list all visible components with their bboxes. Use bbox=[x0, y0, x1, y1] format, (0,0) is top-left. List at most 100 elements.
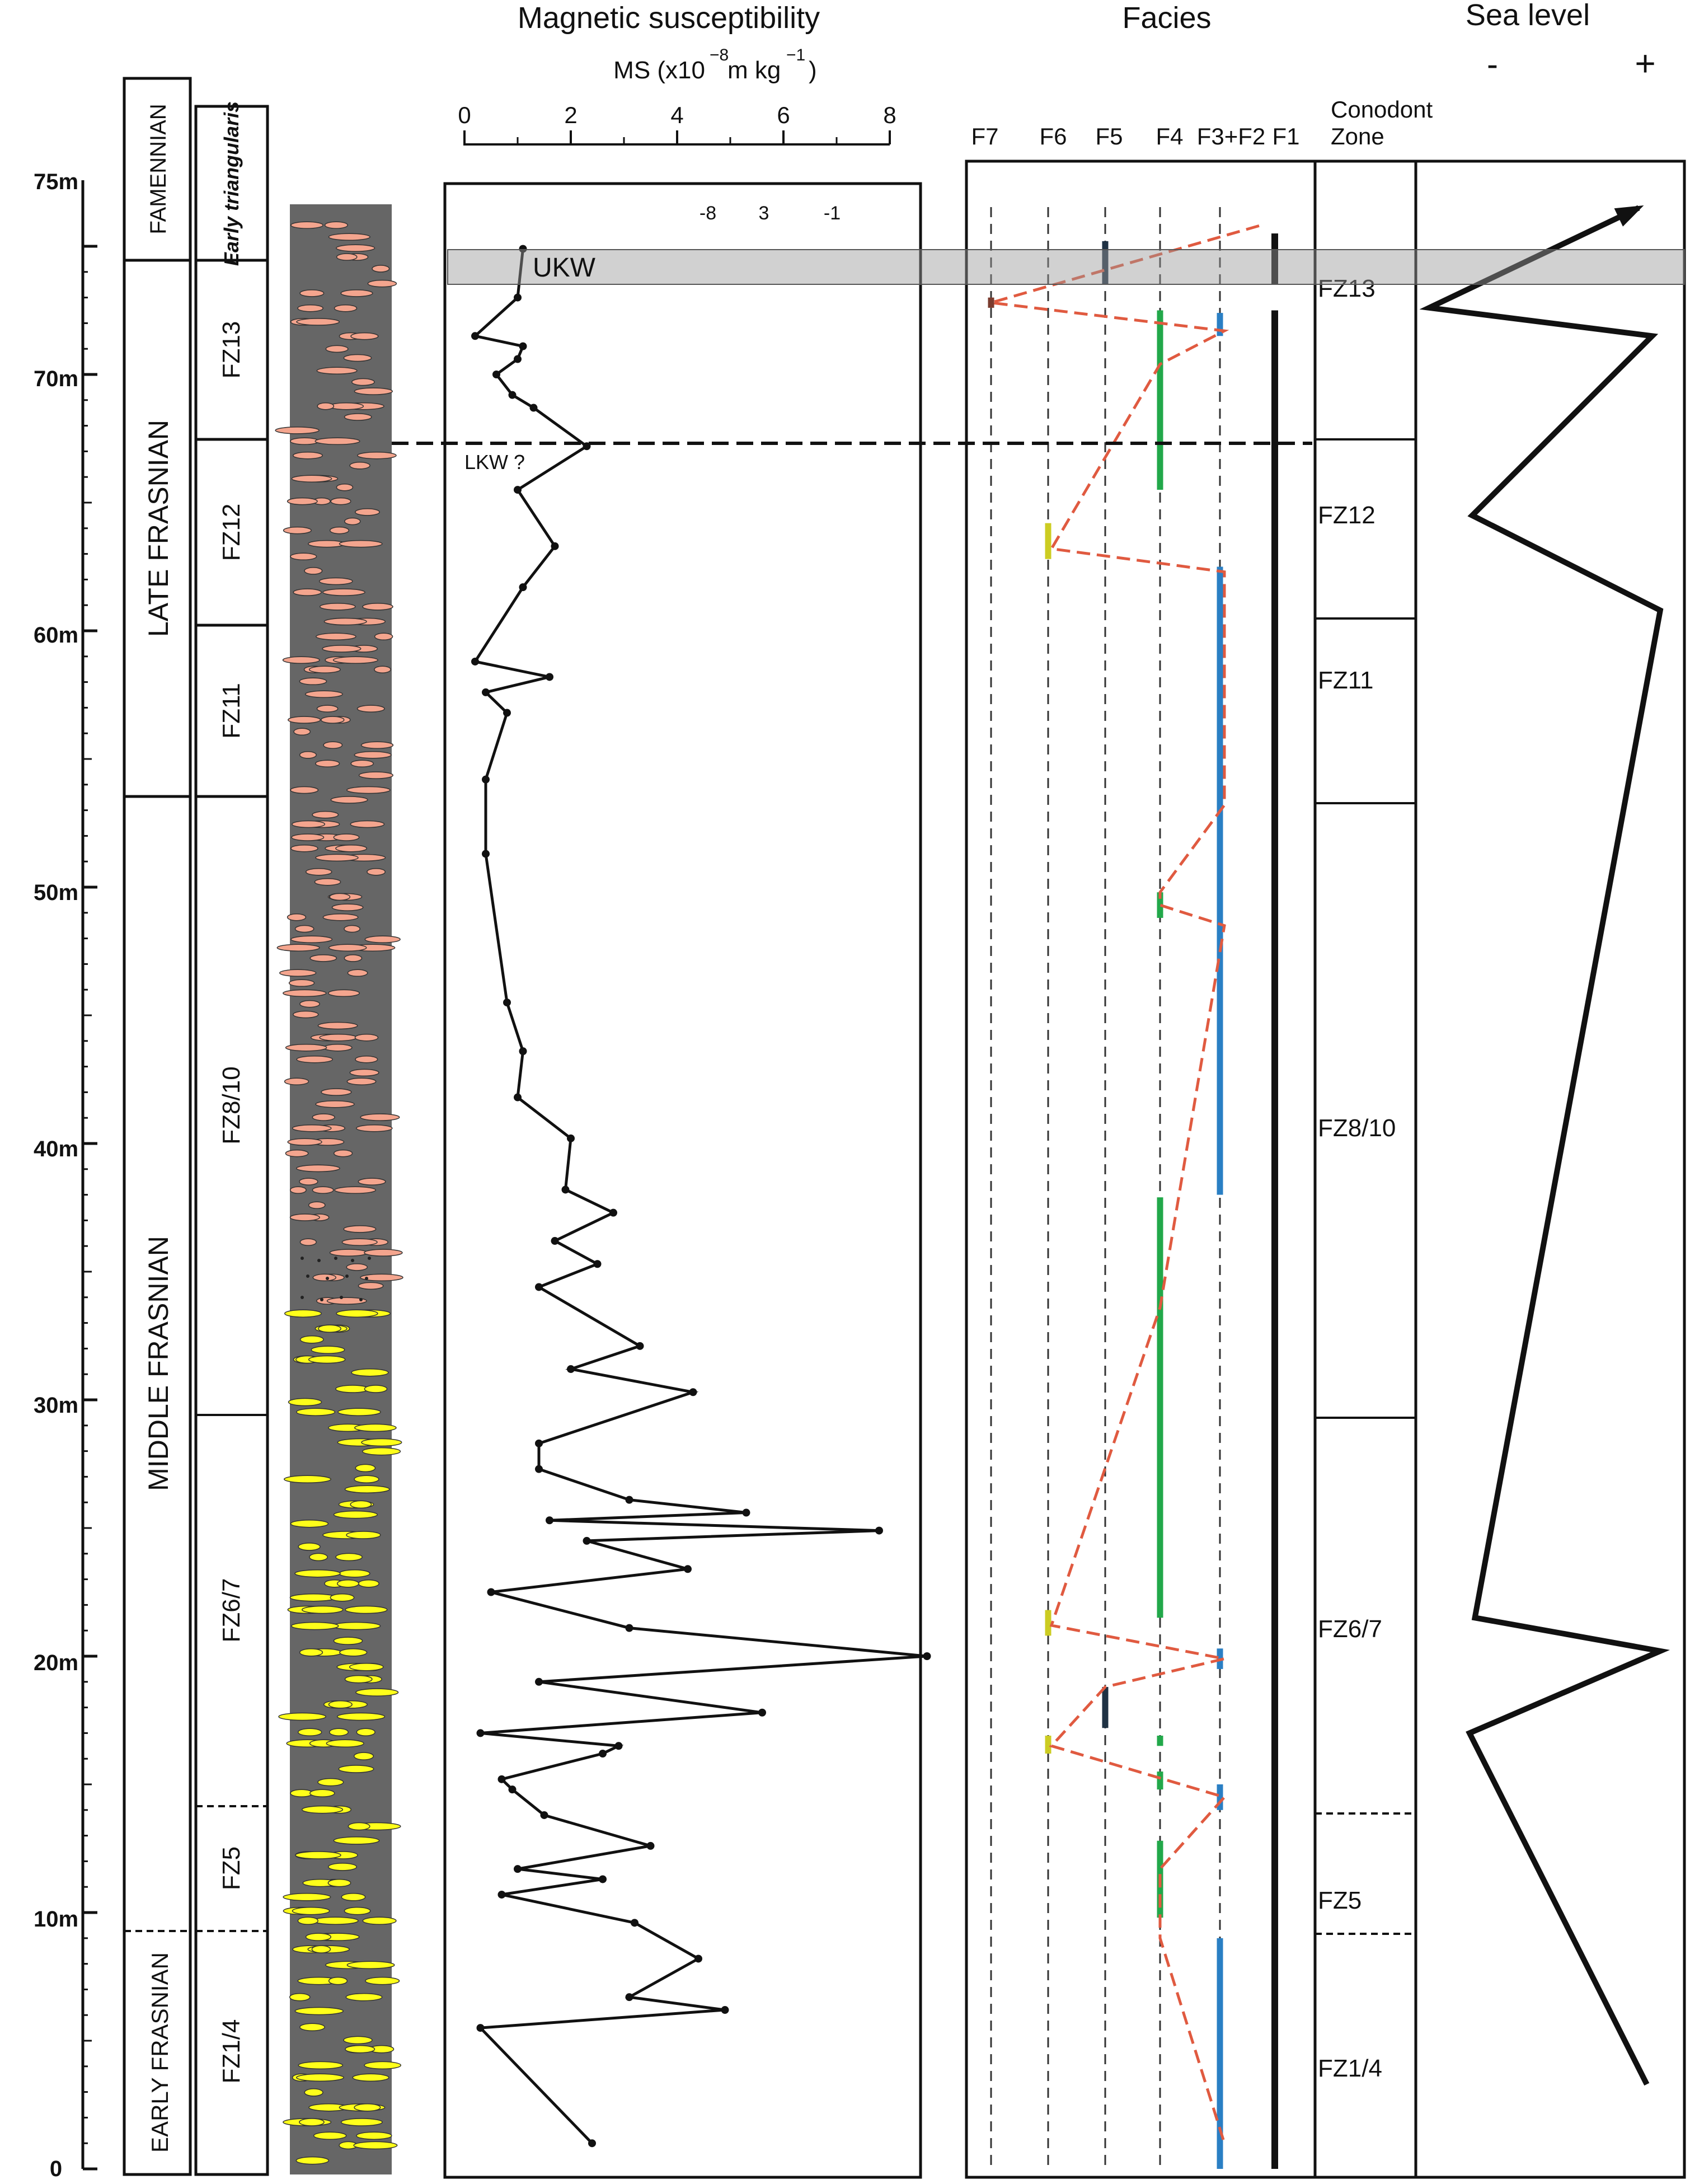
lithology-nodule bbox=[333, 1637, 363, 1645]
facies-bar-f3 bbox=[1217, 566, 1223, 1195]
facies-bar-f7 bbox=[988, 297, 994, 308]
conodont-zone-fz1-4: FZ1/4 bbox=[1318, 2055, 1382, 2082]
lithology-nodule bbox=[297, 1916, 318, 1925]
ms-inner-label: -8 bbox=[700, 203, 716, 224]
ms-data-point bbox=[583, 1536, 591, 1545]
lithology-nodule bbox=[305, 868, 332, 876]
lithology-nodule bbox=[323, 1043, 353, 1052]
lithology-nodule bbox=[353, 1752, 374, 1760]
lithology-nodule bbox=[335, 1553, 363, 1562]
lithology-nodule bbox=[309, 1553, 328, 1562]
lithology-nodule bbox=[339, 1648, 368, 1657]
ms-data-point bbox=[551, 1237, 559, 1245]
lithology-nodule bbox=[345, 2045, 375, 2054]
lithology-nodule bbox=[334, 1186, 377, 1194]
ms-data-point bbox=[471, 657, 479, 665]
lithology-nodule bbox=[287, 497, 318, 505]
facies-bar-f6 bbox=[1045, 1735, 1051, 1754]
ms-data-point bbox=[529, 404, 538, 412]
lithology-nodule bbox=[346, 1077, 377, 1085]
lithology-nodule bbox=[344, 517, 361, 526]
depth-label: 60m bbox=[34, 623, 78, 648]
lithology-nodule bbox=[354, 751, 392, 759]
ms-data-point bbox=[742, 1508, 750, 1517]
lithology-nodule bbox=[285, 1149, 309, 1157]
ms-data-point bbox=[514, 1865, 522, 1873]
lithology-nodule bbox=[290, 935, 333, 943]
ms-data-point bbox=[625, 1993, 633, 2002]
lithology-nodule bbox=[289, 1213, 320, 1221]
lithology-nodule bbox=[355, 508, 380, 516]
lithology-nodule bbox=[304, 2088, 323, 2097]
lithology-nodule bbox=[314, 437, 360, 445]
lithology-nodule bbox=[292, 1124, 332, 1132]
lithology-nodule bbox=[283, 1893, 331, 1901]
lithology-nodule bbox=[356, 705, 385, 713]
facies-bar-f5 bbox=[1102, 241, 1109, 285]
ms-data-point bbox=[471, 332, 479, 340]
ms-data-point bbox=[599, 1875, 607, 1883]
lithology-nodule bbox=[287, 1138, 322, 1146]
depth-label: 50m bbox=[34, 880, 78, 905]
lithology-nodule bbox=[327, 989, 360, 997]
lithology-nodule bbox=[312, 1113, 335, 1121]
zone-fz13: FZ13 bbox=[218, 321, 245, 379]
lithology-nodule bbox=[356, 1124, 393, 1132]
facies-column-labels: F7 F6 F5 F4 F3+F2 F1 bbox=[971, 123, 1299, 149]
ms-tick-label: 4 bbox=[670, 102, 683, 128]
ms-data-point bbox=[609, 1208, 617, 1217]
lithology-nodule bbox=[346, 786, 391, 794]
ms-data-point bbox=[625, 1496, 633, 1504]
lithology-column bbox=[275, 204, 403, 2174]
lithology-nodule bbox=[339, 540, 383, 548]
lithology-nodule bbox=[336, 1712, 386, 1721]
lithology-nodule bbox=[282, 656, 320, 664]
lithology-nodule bbox=[293, 588, 322, 596]
depth-label: 70m bbox=[34, 367, 78, 391]
zone-fz1-4: FZ1/4 bbox=[218, 2019, 245, 2084]
ukw-label: UKW bbox=[533, 253, 596, 283]
zone-fz12: FZ12 bbox=[218, 504, 245, 561]
ms-data-point bbox=[593, 1260, 602, 1268]
depth-label: 0 bbox=[50, 2157, 62, 2181]
stage-famennian: FAMENNIAN bbox=[146, 104, 171, 234]
lithology-nodule bbox=[347, 969, 368, 977]
lithology-nodule bbox=[333, 833, 360, 841]
lithology-nodule bbox=[291, 833, 325, 841]
lithology-nodule bbox=[301, 1805, 344, 1814]
ms-tick-label: 6 bbox=[777, 102, 790, 128]
lithology-nodule bbox=[346, 1961, 395, 1969]
lithology-nodule bbox=[305, 1933, 332, 1941]
lithology-nodule bbox=[330, 796, 368, 804]
ms-axis-label-text: MS (x10 bbox=[613, 57, 705, 84]
lithology-nodule bbox=[299, 677, 327, 686]
lithology-nodule bbox=[308, 1355, 346, 1364]
ms-data-point bbox=[758, 1708, 766, 1717]
ms-axis-label: MS (x10 −8 m kg −1 ) bbox=[613, 46, 816, 84]
lithology-nodule bbox=[285, 1043, 327, 1052]
ms-data-point bbox=[482, 688, 490, 696]
facies-title: Facies bbox=[1122, 1, 1211, 35]
lithology-nodules bbox=[275, 221, 403, 2165]
lithology-nodule bbox=[350, 1500, 372, 1509]
lithology-nodule bbox=[284, 1077, 309, 1085]
lithology-nodule bbox=[328, 944, 367, 952]
lithology-nodule bbox=[302, 1605, 344, 1614]
ms-data-point bbox=[551, 542, 559, 550]
conodont-zone-fz11: FZ11 bbox=[1318, 667, 1373, 694]
lithology-nodule bbox=[317, 1778, 344, 1787]
lithology-nodule bbox=[345, 1993, 383, 2002]
lithology-nodule bbox=[298, 2061, 344, 2070]
facies-label-f4: F4 bbox=[1156, 123, 1183, 149]
lithology-nodule bbox=[344, 1906, 371, 1915]
lithology-nodule bbox=[327, 1878, 351, 1887]
ms-data-point bbox=[923, 1652, 931, 1660]
facies-bar-f4 bbox=[1157, 1197, 1163, 1618]
lithology-nodule bbox=[295, 2156, 330, 2165]
lithology-nodule bbox=[354, 1475, 379, 1484]
lithology-nodule bbox=[344, 954, 363, 962]
lithology-nodule bbox=[336, 244, 375, 252]
depth-label: 30m bbox=[34, 1393, 78, 1418]
lithology-nodule bbox=[358, 1579, 379, 1588]
lithology-nodule bbox=[329, 893, 351, 901]
